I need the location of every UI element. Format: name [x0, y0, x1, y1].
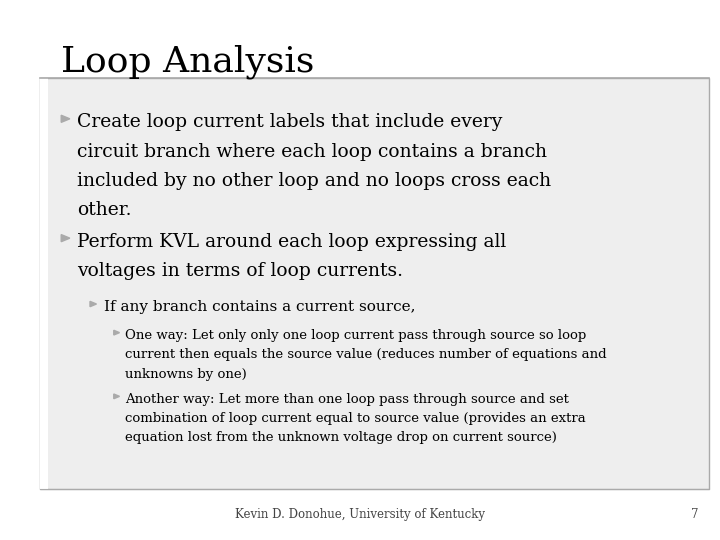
- Polygon shape: [114, 394, 120, 399]
- Bar: [40, 78, 709, 489]
- Text: Perform KVL around each loop expressing all: Perform KVL around each loop expressing …: [77, 233, 506, 251]
- Text: 7: 7: [691, 508, 698, 521]
- Text: unknowns by one): unknowns by one): [125, 368, 247, 381]
- Text: Another way: Let more than one loop pass through source and set: Another way: Let more than one loop pass…: [125, 393, 569, 406]
- Text: equation lost from the unknown voltage drop on current source): equation lost from the unknown voltage d…: [125, 431, 557, 444]
- Polygon shape: [61, 115, 70, 123]
- Text: Kevin D. Donohue, University of Kentucky: Kevin D. Donohue, University of Kentucky: [235, 508, 485, 521]
- Polygon shape: [114, 330, 120, 335]
- Text: combination of loop current equal to source value (provides an extra: combination of loop current equal to sou…: [125, 412, 586, 425]
- Text: If any branch contains a current source,: If any branch contains a current source,: [104, 300, 415, 314]
- Text: Create loop current labels that include every: Create loop current labels that include …: [77, 113, 503, 131]
- Text: included by no other loop and no loops cross each: included by no other loop and no loops c…: [77, 172, 552, 190]
- Text: One way: Let only only one loop current pass through source so loop: One way: Let only only one loop current …: [125, 329, 587, 342]
- Text: Loop Analysis: Loop Analysis: [61, 45, 315, 79]
- Text: voltages in terms of loop currents.: voltages in terms of loop currents.: [77, 262, 403, 280]
- Text: current then equals the source value (reduces number of equations and: current then equals the source value (re…: [125, 348, 607, 361]
- Bar: [40, 78, 48, 489]
- Polygon shape: [90, 301, 96, 307]
- Text: circuit branch where each loop contains a branch: circuit branch where each loop contains …: [77, 143, 547, 160]
- Text: other.: other.: [77, 201, 132, 219]
- Polygon shape: [61, 234, 70, 242]
